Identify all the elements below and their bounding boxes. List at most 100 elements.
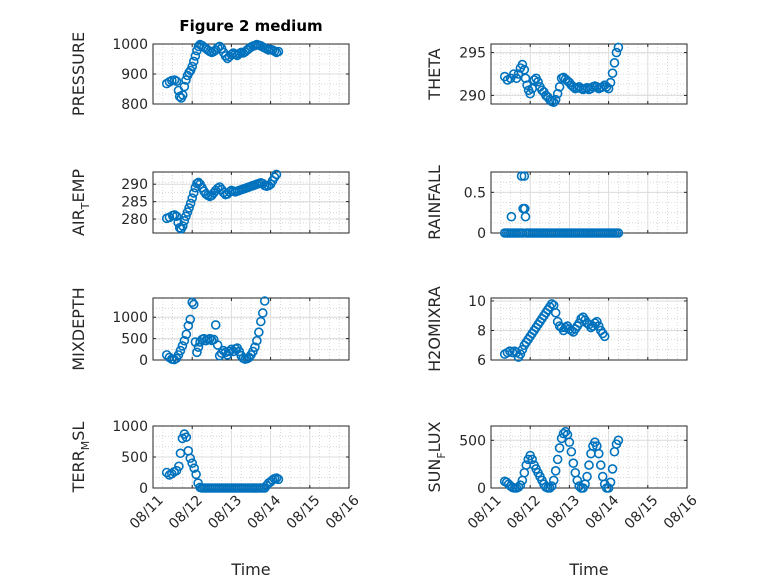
data-point [519,171,530,181]
data-point [255,316,266,327]
y-tick-label: 900 [121,67,148,83]
y-axis-label: MIXDEPTH [69,287,88,370]
data-point [515,480,526,490]
data-point [546,299,557,309]
data-point [599,331,610,342]
data-point [179,335,190,346]
x-tick-label: 08/14 [244,492,284,532]
y-tick-label: 1000 [112,310,148,326]
series-markers [499,299,610,362]
data-point [520,211,531,222]
subplot-theta: 290 295 THETA [425,42,688,108]
data-point [185,198,196,209]
data-point [164,352,175,363]
data-point [187,297,197,308]
axes-frame [152,171,350,234]
x-tick-label: 08/11 [465,492,505,532]
data-point [544,483,555,493]
data-point [558,428,569,439]
data-point [212,340,223,350]
axes-frame [490,425,688,489]
data-point [254,327,264,338]
x-tick-label: 08/14 [582,492,622,532]
y-tick-label: 500 [121,450,148,466]
y-tick-label: 280 [121,212,148,228]
y-axis-label-subscript: T [79,202,92,210]
data-point [592,316,602,327]
y-axis-label: SUNFLUX [425,421,448,492]
x-tick-label: 08/12 [504,492,544,532]
data-point [171,76,182,86]
data-point [177,221,188,231]
subplot-pressure: 800 900 1000 PRESSURE [69,32,350,116]
data-point [564,437,575,448]
series-markers [499,42,624,108]
y-tick-label: 6 [477,353,486,369]
data-point [188,299,199,310]
y-axis-label: PRESSURE [69,32,88,116]
data-point [191,469,201,480]
y-tick-label: 290 [459,88,486,104]
data-point [259,296,270,306]
subplot-h2omixra: 6 8 10 H2OMIXRA [425,286,688,372]
data-point [252,335,262,346]
data-point [593,448,604,459]
y-axis-label: TERRMSL [69,422,92,494]
data-point [224,346,235,357]
data-point [179,81,190,92]
series-markers [161,429,284,493]
data-point [533,76,543,87]
data-point [517,59,528,70]
data-point [188,188,199,198]
data-point [566,446,577,457]
data-point [169,210,180,220]
x-tick-label: 08/13 [543,492,583,532]
data-point [187,61,197,72]
y-axis-label-rest: LUX [425,421,444,452]
data-point [550,94,561,105]
data-point [597,82,608,92]
data-point [516,171,527,181]
y-tick-label: 0 [477,226,486,242]
axes-frame [490,297,688,361]
data-point [220,51,231,61]
data-point [177,341,188,351]
series-markers [499,426,624,493]
y-tick-label: 0.5 [464,185,486,201]
y-axis-label-main: AIR [69,209,88,236]
data-point [613,228,624,238]
data-point [185,314,196,325]
data-point [517,344,528,355]
y-tick-label: 0 [139,353,148,369]
data-point [205,333,215,344]
data-point [550,307,561,318]
data-point [187,458,197,469]
y-tick-label: 1000 [112,419,148,435]
data-point [605,477,616,488]
y-axis-label: AIRTEMP [69,169,92,236]
data-point [189,463,199,473]
y-axis-label-rest: SL [69,422,88,441]
data-point [184,203,194,213]
series-markers [161,39,284,103]
data-point [525,88,536,99]
data-point [595,460,606,470]
series-markers [161,296,270,365]
data-point [193,342,204,352]
x-tick-label: 08/11 [127,492,167,532]
data-point [250,342,260,352]
figure-title: Figure 2 medium [179,17,322,35]
data-point [185,453,196,464]
y-axis-label-main: PRESSURE [69,32,88,116]
data-point [607,464,618,474]
data-point [607,68,618,78]
data-point [550,466,561,476]
y-tick-label: 500 [459,433,486,449]
data-point [188,56,199,67]
data-point [572,475,583,486]
data-point [527,454,537,465]
x-axis-label: Time [230,560,270,579]
y-axis-label: H2OMIXRA [425,286,444,372]
y-axis-label-main: H2OMIXRA [425,286,444,372]
